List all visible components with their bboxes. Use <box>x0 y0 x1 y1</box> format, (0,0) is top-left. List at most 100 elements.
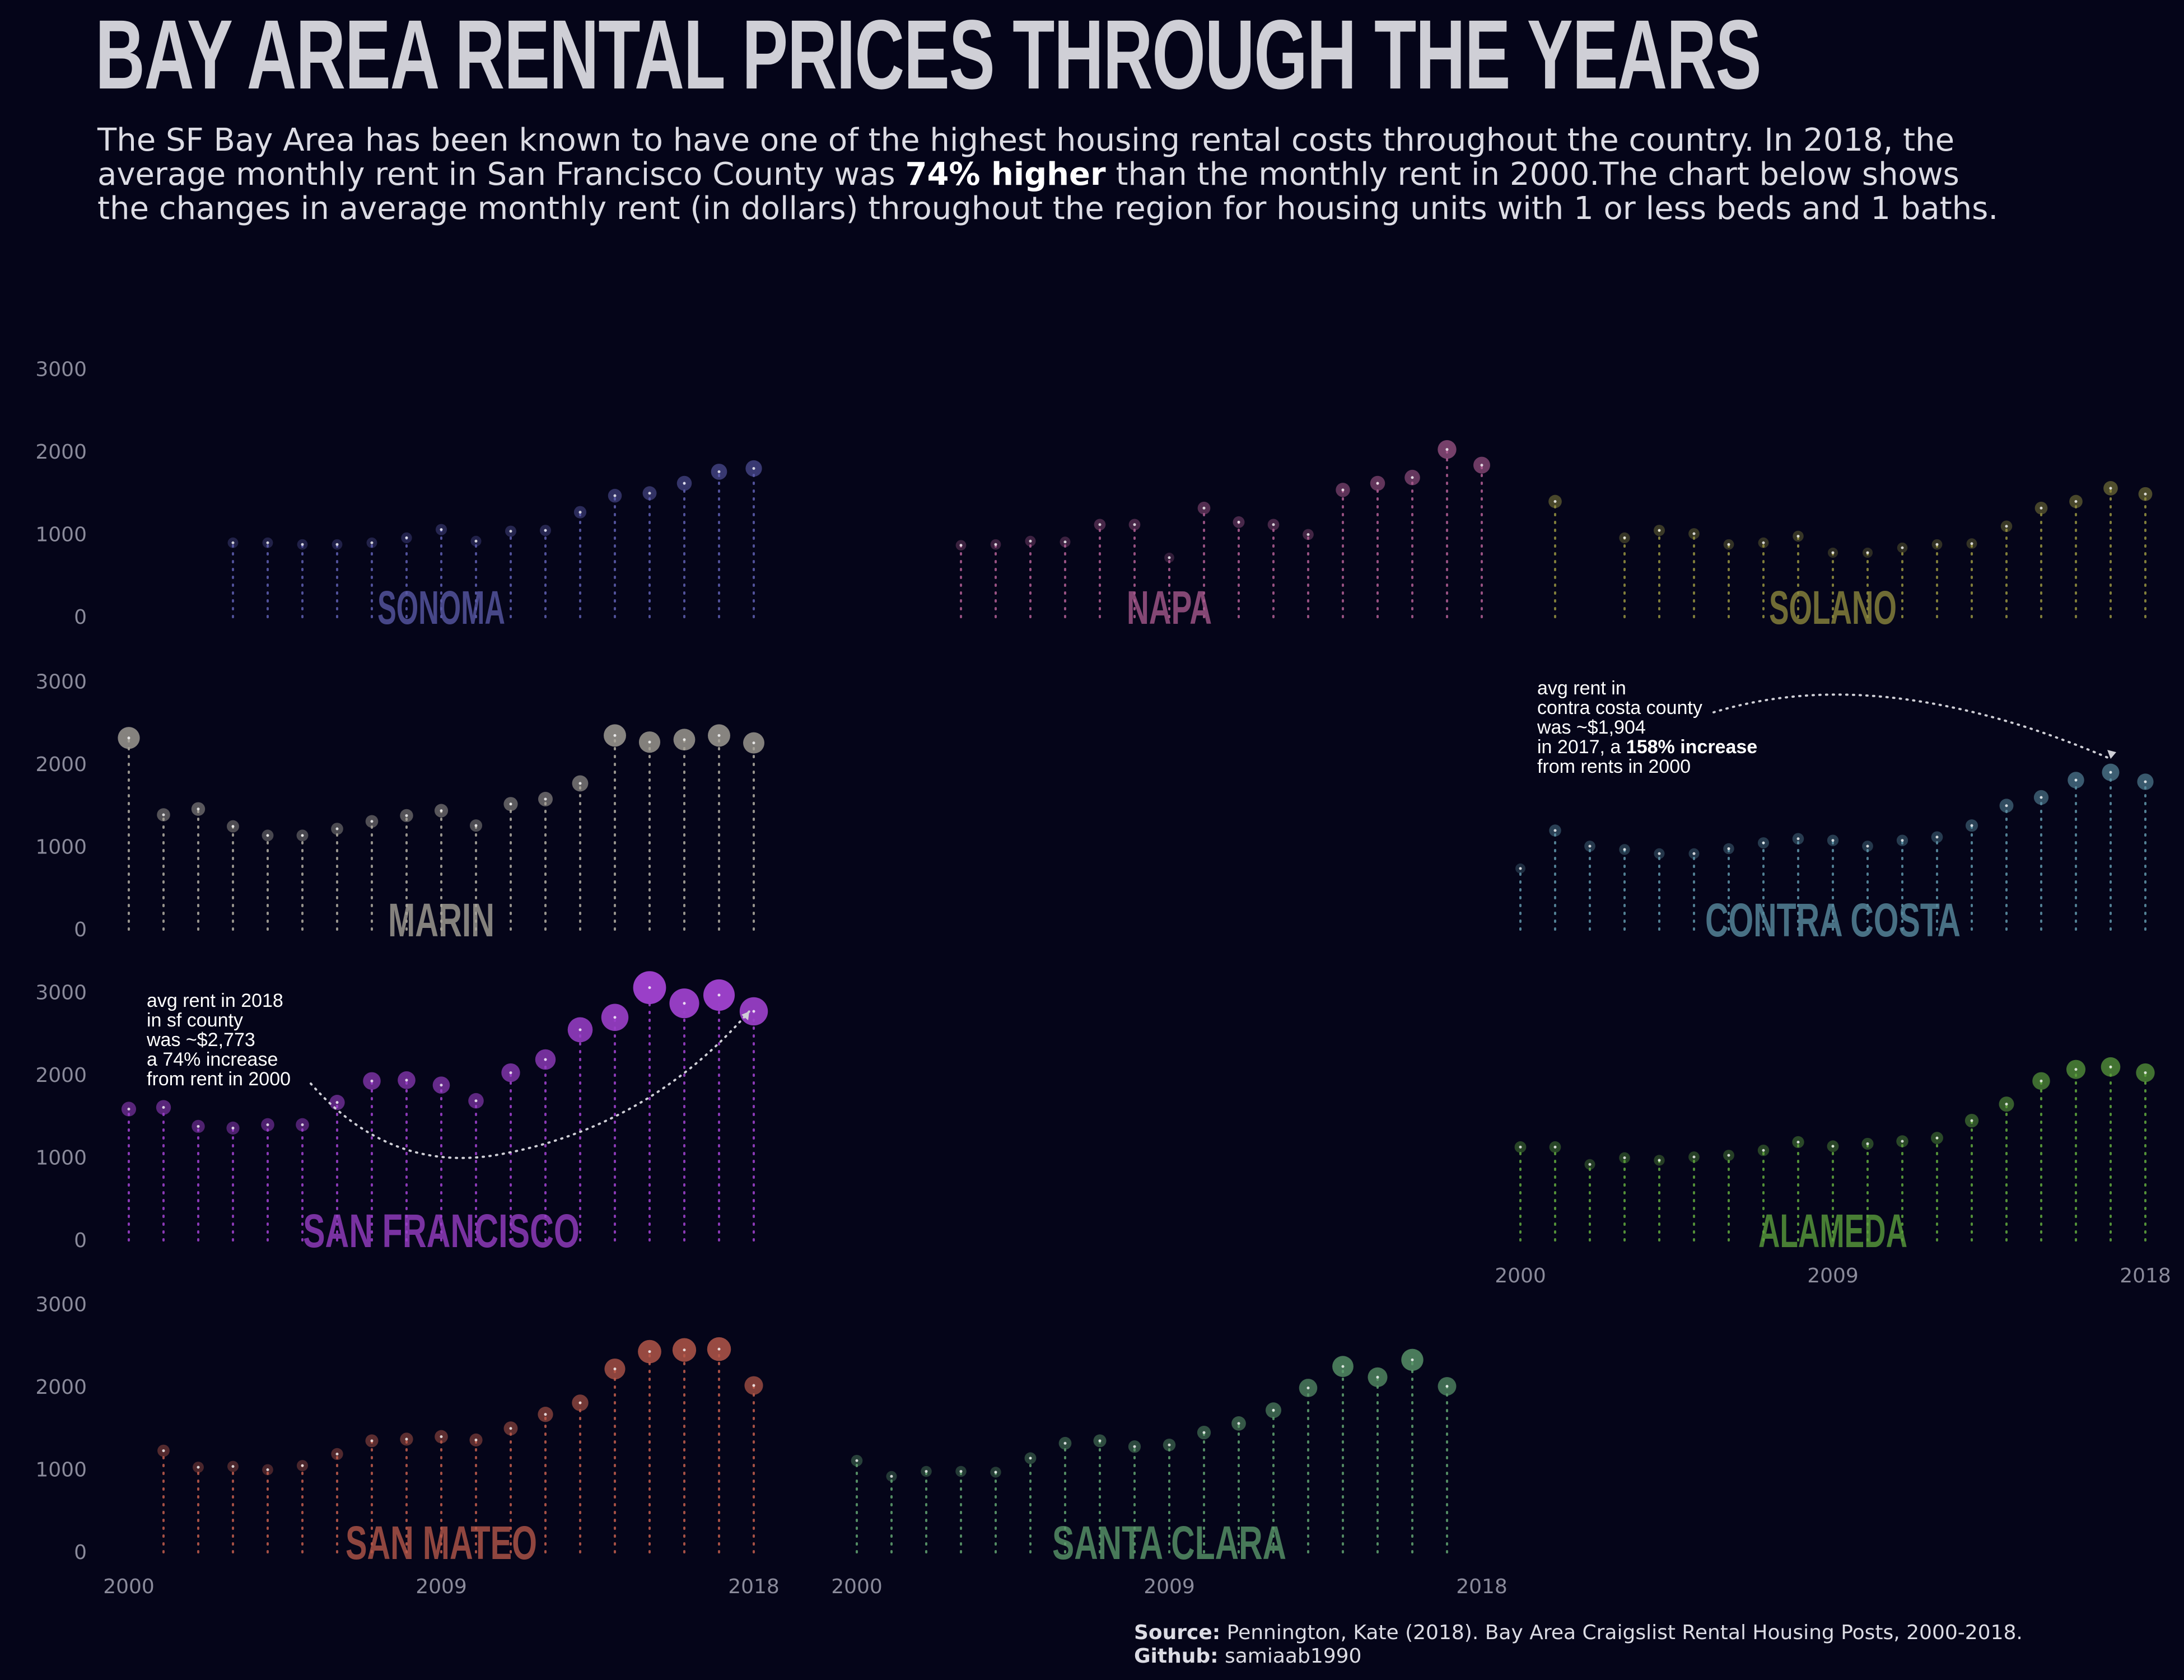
y-tick-label: 1000 <box>35 1459 87 1482</box>
data-point-center <box>1445 448 1449 451</box>
data-point-center <box>1831 1145 1835 1148</box>
data-point-center <box>440 1435 443 1438</box>
data-point-center <box>162 813 165 816</box>
data-point-center <box>1692 532 1696 535</box>
data-point-center <box>1376 482 1379 485</box>
data-point-center <box>266 541 269 544</box>
data-point-center <box>1970 542 1973 545</box>
county-label: SOLANO <box>1769 581 1897 634</box>
data-point-center <box>717 993 721 997</box>
data-point-center <box>578 511 582 514</box>
data-point-center <box>578 1028 582 1032</box>
data-point-center <box>162 1449 165 1453</box>
data-point-center <box>1970 1119 1973 1122</box>
data-point-center <box>370 1079 374 1082</box>
data-point-center <box>1063 1441 1067 1445</box>
data-point-center <box>1727 1154 1730 1157</box>
county-panel: SANTA CLARA <box>851 1348 1457 1569</box>
y-tick-label: 0 <box>74 918 87 941</box>
data-point-center <box>1970 824 1973 827</box>
annotation-highlight: 158% increase <box>1626 736 1757 758</box>
y-tick-label: 0 <box>74 1229 87 1252</box>
data-point-center <box>1168 556 1171 559</box>
data-point-center <box>1658 852 1661 855</box>
data-point-center <box>1796 1140 1800 1144</box>
y-tick-label: 3000 <box>35 1294 87 1317</box>
data-point-center <box>1692 852 1696 855</box>
data-point-center <box>335 827 339 830</box>
data-point-center <box>231 1465 235 1468</box>
county-label: SANTA CLARA <box>1052 1516 1286 1569</box>
data-point-center <box>613 1016 617 1019</box>
data-point-center <box>648 740 651 744</box>
data-point-center <box>959 544 963 547</box>
data-point-center <box>544 529 547 532</box>
county-label: MARIN <box>388 894 494 946</box>
data-point-center <box>1098 1439 1102 1443</box>
county-panel: MARIN <box>118 724 764 946</box>
data-point-center <box>405 1438 408 1441</box>
data-point-center <box>578 1401 582 1404</box>
data-point-center <box>1063 540 1067 544</box>
data-point-center <box>1519 1145 1522 1149</box>
data-point-center <box>717 1347 721 1351</box>
annotation-arrowhead <box>2107 750 2116 759</box>
x-tick-label: 2000 <box>831 1575 883 1598</box>
annotation-line: in 2017, a 158% increase <box>1537 736 1757 758</box>
county-label: SAN FRANCISCO <box>303 1205 580 1257</box>
data-point-center <box>648 1350 651 1354</box>
y-tick-label: 1000 <box>35 1147 87 1170</box>
data-point-center <box>1098 523 1102 526</box>
data-point-center <box>1831 551 1835 554</box>
data-point-center <box>1658 1159 1661 1162</box>
y-tick-label: 0 <box>74 606 87 629</box>
data-point-center <box>2040 796 2043 799</box>
data-point-center <box>335 1101 339 1104</box>
data-point-center <box>1901 546 1904 549</box>
annotation-line: was ~$1,904 <box>1537 717 1646 738</box>
data-point-center <box>683 482 686 485</box>
y-tick-label: 1000 <box>35 836 87 859</box>
data-point-center <box>1796 837 1800 841</box>
data-point-center <box>127 736 130 740</box>
annotation-arrowhead <box>741 1011 749 1020</box>
data-point-center <box>1762 541 1765 544</box>
annotation-line: from rent in 2000 <box>147 1068 291 1090</box>
data-point-center <box>925 1469 928 1473</box>
github-line: Github: samiaab1990 <box>1134 1645 2023 1668</box>
data-point-center <box>197 1466 200 1469</box>
county-panel: SONOMA <box>227 460 762 634</box>
data-point-center <box>544 797 547 801</box>
data-point-center <box>1935 1136 1939 1140</box>
data-point-center <box>717 470 721 473</box>
county-panel: SAN FRANCISCO <box>121 971 768 1257</box>
y-tick-label: 3000 <box>35 982 87 1005</box>
footer: Source: Pennington, Kate (2018). Bay Are… <box>1134 1621 2023 1668</box>
x-tick-label: 2009 <box>1144 1575 1195 1598</box>
data-point-center <box>197 1124 200 1128</box>
annotation-line: a 74% increase <box>147 1049 278 1070</box>
annotation-line: avg rent in 2018 <box>147 990 283 1011</box>
data-point-center <box>683 738 686 741</box>
y-tick-label: 3000 <box>35 358 87 381</box>
data-point-center <box>1866 844 1869 848</box>
data-point-center <box>1762 841 1765 844</box>
data-point-center <box>2144 492 2147 496</box>
data-point-center <box>544 1058 547 1061</box>
x-tick-label: 2018 <box>728 1575 780 1598</box>
data-point-center <box>1901 1140 1904 1143</box>
data-point-center <box>1133 523 1136 526</box>
y-tick-label: 2000 <box>35 753 87 776</box>
data-point-center <box>1341 1365 1345 1368</box>
data-point-center <box>2005 804 2008 808</box>
data-point-center <box>1796 534 1800 538</box>
county-panel: ALAMEDA <box>1514 1057 2155 1257</box>
x-tick-label: 2000 <box>1495 1264 1546 1287</box>
data-point-center <box>1623 536 1626 539</box>
county-label: ALAMEDA <box>1758 1205 1907 1257</box>
data-point-center <box>578 782 582 785</box>
data-point-center <box>613 494 617 497</box>
subtitle-highlight: 74% higher <box>905 156 1106 193</box>
county-panel: CONTRA COSTA <box>1515 763 2154 946</box>
